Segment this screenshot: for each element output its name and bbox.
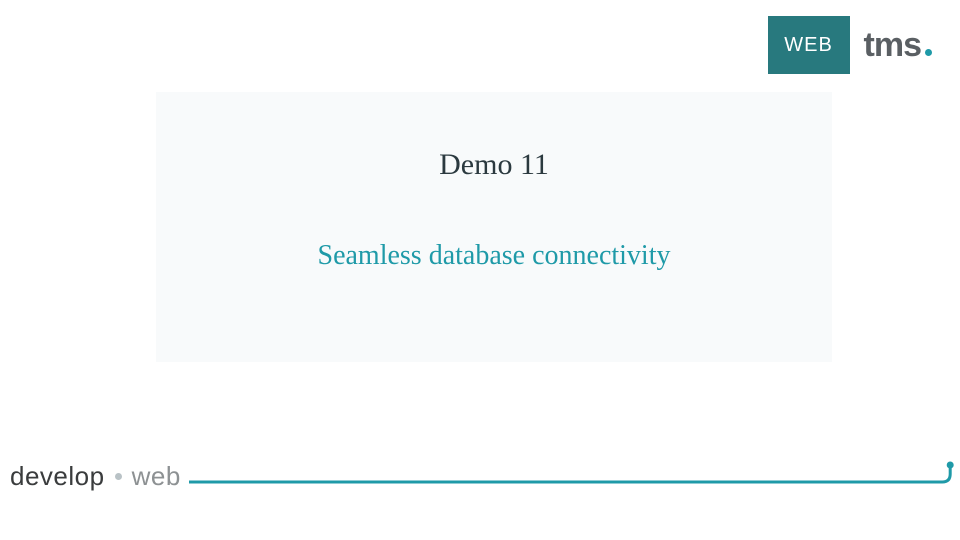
slide-subtitle: Seamless database connectivity [156, 240, 832, 272]
tms-wordmark-text: tms [864, 28, 921, 62]
footer-text: develop web [0, 461, 181, 492]
content-card: Demo 11 Seamless database connectivity [156, 92, 832, 362]
header-logo-block: WEB tms [768, 16, 932, 74]
footer-word-develop: develop [10, 461, 105, 492]
web-badge: WEB [768, 16, 850, 74]
footer-rule-path [189, 466, 950, 482]
footer-dot-icon [115, 473, 122, 480]
footer-word-web: web [132, 461, 181, 492]
tms-dot-icon [925, 49, 932, 56]
footer-rule-tip-icon [946, 462, 953, 469]
tms-wordmark: tms [864, 28, 932, 62]
slide-title: Demo 11 [156, 148, 832, 182]
footer: develop web [0, 460, 960, 492]
footer-rule-icon [189, 460, 960, 490]
footer-rule [189, 460, 960, 492]
